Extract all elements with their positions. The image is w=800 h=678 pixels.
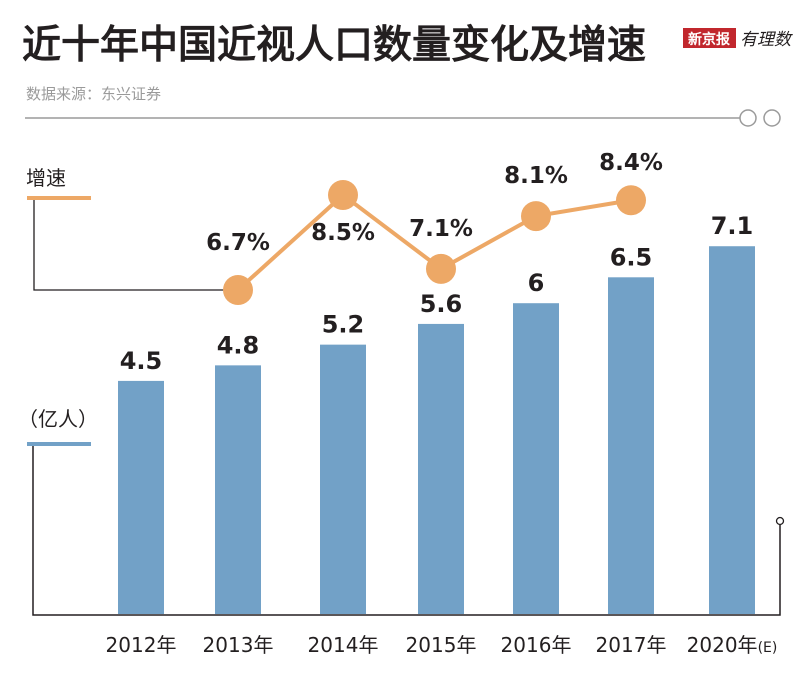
legend-bar-label: （亿人） — [18, 407, 98, 431]
bar-value-label: 5.2 — [322, 311, 365, 339]
growth-value-label: 8.1% — [504, 163, 568, 189]
growth-value-label: 6.7% — [206, 230, 270, 256]
legend-growth-swatch — [27, 196, 91, 200]
growth-point — [223, 275, 253, 305]
rule-circle-icon — [763, 109, 781, 127]
x-tick-label: 2016年 — [501, 633, 572, 657]
bar — [709, 246, 755, 614]
growth-point — [426, 253, 456, 284]
source-note: 数据来源：东兴证券 — [26, 85, 161, 103]
rule-circle-icon — [739, 109, 757, 127]
growth-point — [616, 185, 646, 216]
bar-value-label: 7.1 — [711, 212, 754, 240]
growth-value-label: 8.4% — [599, 150, 663, 176]
x-tick-label: 2017年 — [596, 633, 667, 657]
x-tick-label: 2012年 — [106, 633, 177, 657]
growth-bracket-line — [33, 200, 225, 291]
bar — [418, 323, 464, 614]
growth-value-label: 7.1% — [409, 216, 473, 242]
bar — [320, 344, 366, 614]
bar-value-label: 4.8 — [217, 331, 260, 359]
legend-growth-label: 增速 — [26, 166, 66, 190]
bar — [118, 380, 164, 614]
bar-value-label: 4.5 — [120, 347, 163, 375]
bar — [608, 277, 654, 614]
logo: 新京报 有理数 — [683, 28, 793, 50]
axis-end-circle-icon — [775, 516, 785, 526]
bar — [215, 365, 261, 614]
bar-value-label: 5.6 — [420, 290, 463, 318]
axis-baseline — [32, 446, 781, 616]
estimate-suffix: (E) — [758, 640, 778, 656]
legend-bar-swatch — [27, 442, 91, 446]
x-tick-label: 2020年(E) — [687, 633, 778, 657]
logo-sub: 有理数 — [740, 30, 793, 50]
x-tick-label: 2014年 — [308, 633, 379, 657]
logo-text: 新京报 — [688, 31, 730, 48]
x-tick-label: 2015年 — [406, 633, 477, 657]
bar-value-label: 6.5 — [610, 243, 653, 271]
growth-point — [521, 201, 551, 232]
growth-point — [328, 179, 358, 210]
growth-value-label: 8.5% — [311, 220, 375, 246]
logo-badge — [683, 28, 736, 48]
bar-value-label: 6 — [528, 269, 545, 297]
x-tick-label: 2013年 — [203, 633, 274, 657]
page-title: 近十年中国近视人口数量变化及增速 — [22, 23, 646, 68]
bar — [513, 303, 559, 614]
